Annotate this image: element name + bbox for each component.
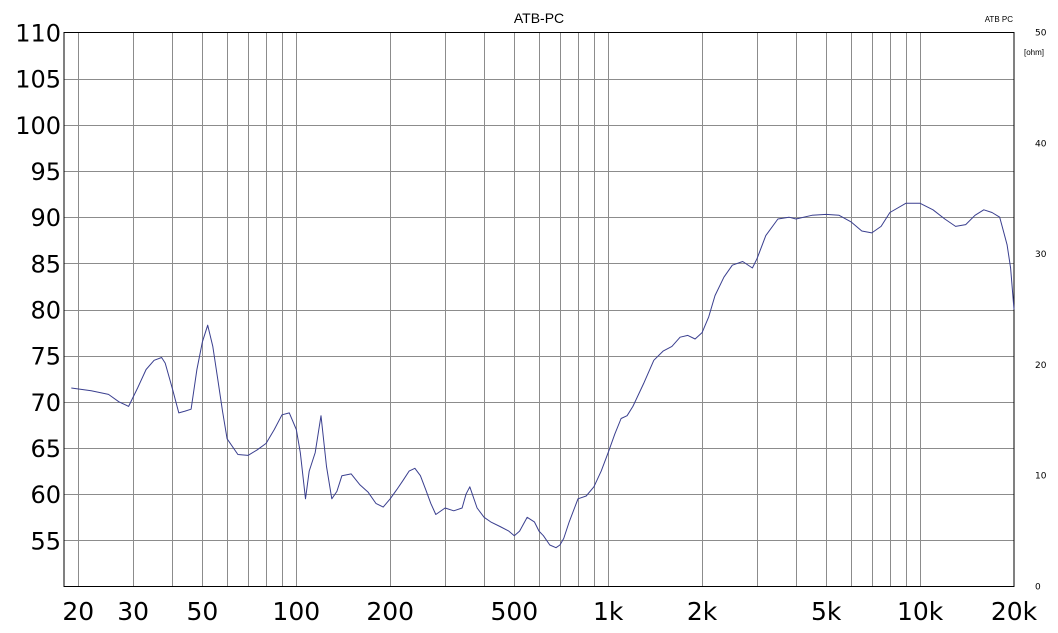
y-tick-label: 65 <box>30 435 61 463</box>
y-tick-label: 95 <box>30 158 61 186</box>
y2-tick-label: 10 <box>1035 472 1047 482</box>
grid <box>64 32 1014 587</box>
right-axis-ticks: 50 40 30 20 10 0 <box>1035 29 1047 593</box>
y-tick-label: 75 <box>30 343 61 371</box>
y-tick-label: 110 <box>15 20 61 48</box>
y2-tick-label: 50 <box>1035 29 1047 39</box>
x-tick-label: 200 <box>366 597 414 626</box>
x-tick-label: 10k <box>897 597 944 626</box>
x-tick-label: 1k <box>593 597 624 626</box>
bottom-axis-ticks: 20 30 50 100 200 500 1k 2k 5k 10k 20k <box>62 597 1037 626</box>
left-axis-ticks: 110 105 100 95 90 85 80 75 70 65 60 55 <box>15 20 61 556</box>
y2-tick-label: 20 <box>1035 361 1047 371</box>
response-curve-line <box>71 202 1015 549</box>
right-axis-unit: [ohm] <box>1024 48 1044 57</box>
y-tick-label: 70 <box>30 389 61 417</box>
x-tick-label: 500 <box>490 597 538 626</box>
y2-tick-label: 0 <box>1035 583 1041 593</box>
y-tick-label: 55 <box>30 527 61 555</box>
x-tick-label: 50 <box>186 597 218 626</box>
y2-tick-label: 30 <box>1035 250 1047 260</box>
y2-tick-label: 40 <box>1035 139 1047 149</box>
x-tick-label: 30 <box>117 597 149 626</box>
corner-label: ATB PC <box>985 15 1014 24</box>
y-tick-label: 85 <box>30 250 61 278</box>
x-tick-label: 2k <box>687 597 718 626</box>
y-tick-label: 100 <box>15 112 61 140</box>
x-tick-label: 100 <box>272 597 320 626</box>
y-tick-label: 80 <box>30 297 61 325</box>
chart-title: ATB-PC <box>514 10 564 26</box>
x-tick-label: 20k <box>991 597 1038 626</box>
x-tick-label: 20 <box>62 597 94 626</box>
y-tick-label: 105 <box>15 66 61 94</box>
y-tick-label: 60 <box>30 481 61 509</box>
x-tick-label: 5k <box>811 597 842 626</box>
y-tick-label: 90 <box>30 204 61 232</box>
